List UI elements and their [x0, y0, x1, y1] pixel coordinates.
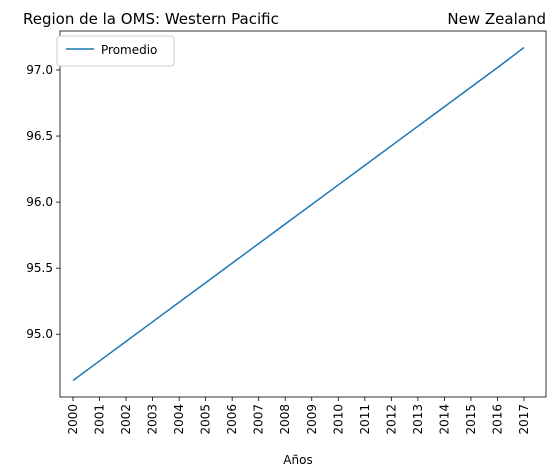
x-tick-label: 2002	[119, 404, 133, 435]
y-tick-label: 96.5	[26, 129, 53, 143]
chart-title-left: Region de la OMS: Western Pacific	[23, 10, 279, 28]
x-tick-label: 2004	[172, 404, 186, 435]
x-tick-label: 2003	[146, 404, 160, 435]
x-tick-label: 2001	[93, 404, 107, 435]
y-tick-label: 97.0	[26, 63, 53, 77]
x-tick-label: 2005	[199, 404, 213, 435]
x-tick-label: 2017	[517, 404, 531, 435]
x-tick-label: 2014	[437, 404, 451, 435]
x-tick-label: 2006	[225, 404, 239, 435]
x-tick-label: 2010	[331, 404, 345, 435]
series-layer	[72, 46, 525, 382]
x-tick-label: 2012	[384, 404, 398, 435]
y-axis: 95.0 95.5 96.0 96.5 97.0	[26, 63, 60, 341]
y-tick-label: 95.5	[26, 261, 53, 275]
x-tick-label: 2009	[305, 404, 319, 435]
x-tick-label: 2011	[358, 404, 372, 435]
x-tick-label: 2015	[464, 404, 478, 435]
series-line-promedio	[72, 46, 525, 382]
legend: Promedio	[56, 35, 175, 67]
x-tick-label: 2016	[490, 404, 504, 435]
x-axis-label: Años	[283, 453, 312, 467]
x-tick-label: 2007	[252, 404, 266, 435]
x-axis: 2000 2001 2002 2003 2004 2005 2006 2007 2008 2009…	[66, 397, 531, 435]
x-tick-label: 2008	[278, 404, 292, 435]
x-tick-label: 2000	[66, 404, 80, 435]
chart-title-right: New Zealand	[447, 10, 546, 28]
legend-box	[56, 35, 175, 67]
y-tick-label: 96.0	[26, 195, 53, 209]
y-tick-label: 95.0	[26, 327, 53, 341]
legend-label-promedio: Promedio	[101, 43, 157, 57]
x-tick-label: 2013	[411, 404, 425, 435]
